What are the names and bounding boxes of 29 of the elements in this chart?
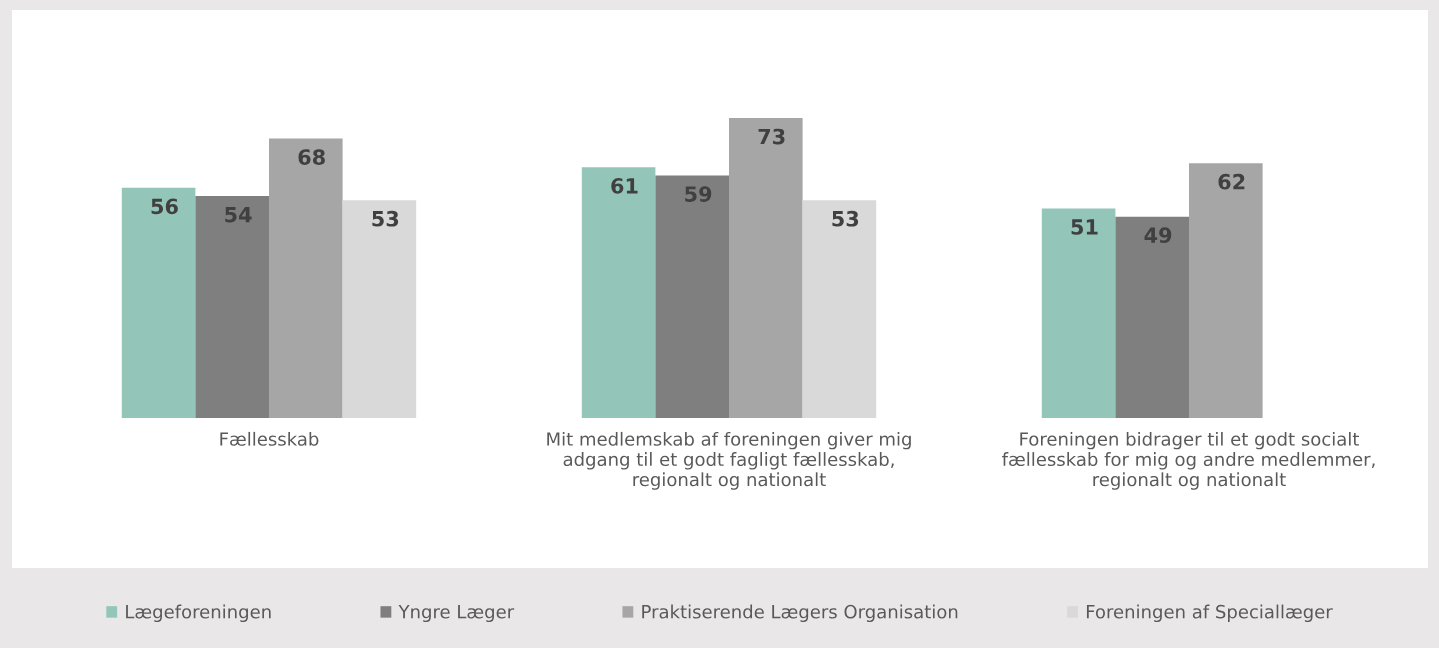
- bar: [802, 200, 877, 418]
- data-label: 53: [832, 210, 859, 227]
- legend-label: Lægeforeningen: [126, 604, 271, 623]
- bar: [269, 138, 343, 418]
- data-label: 53: [372, 210, 399, 227]
- data-label: 61: [611, 177, 638, 194]
- data-label: 62: [1218, 173, 1245, 190]
- bar: [1189, 163, 1263, 418]
- legend-label: Yngre Læger: [398, 605, 515, 623]
- bar: [195, 196, 269, 418]
- legend-label: Praktiserende Lægers Organisation: [642, 604, 958, 623]
- data-label: 49: [1144, 227, 1172, 244]
- x-tick-label: Foreningen bidrager til et godt socialt fællesskab for mig og andre medlemmer, regionalt og nationalt: [1002, 431, 1375, 490]
- bar: [1041, 208, 1116, 418]
- bar: [121, 187, 196, 418]
- bar: [655, 175, 729, 418]
- data-label: 68: [298, 149, 325, 165]
- data-label: 54: [225, 207, 252, 223]
- bar: [342, 200, 417, 418]
- x-tick-label: Fællesskab: [220, 431, 319, 446]
- data-label: 59: [685, 186, 712, 202]
- bar: [729, 118, 803, 418]
- bar: [581, 167, 656, 418]
- data-label: 51: [1071, 219, 1098, 235]
- data-label: 56: [151, 198, 178, 215]
- legend-label: Foreningen af Speciallæger: [1086, 604, 1333, 623]
- x-tick-label: Mit medlemskab af foreningen giver mig adgang til et godt fagligt fællesskab, regionalt og nationalt: [547, 431, 911, 490]
- bar: [1115, 216, 1189, 418]
- data-label: 73: [758, 128, 785, 145]
